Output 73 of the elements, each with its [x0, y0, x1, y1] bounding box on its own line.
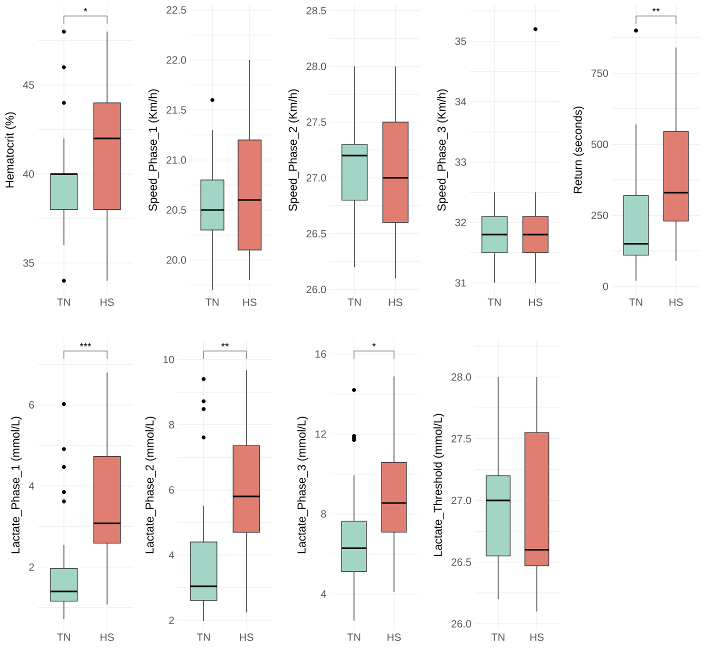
y-tick-label: 4 [320, 590, 326, 598]
y-axis-title: Speed_Phase_2 (Km/h) [288, 89, 300, 211]
y-tick-label: 22.5 [166, 6, 186, 14]
x-tick-label: HS [530, 634, 544, 641]
y-axis-title: Hematocrit (%) [5, 112, 16, 188]
y-tick-label: 33 [455, 158, 466, 166]
y-tick-label: 6 [29, 401, 34, 409]
y-tick-label: 40 [23, 170, 34, 178]
y-tick-label: 31 [455, 279, 466, 287]
x-tick-label: HS [243, 298, 256, 306]
x-tick-label: HS [100, 298, 114, 306]
annotation: *** [80, 342, 92, 346]
y-tick-label: 8 [169, 421, 174, 428]
y-tick-label: 4 [168, 551, 174, 559]
x-tick-label: TN [196, 634, 210, 641]
x-tick-label: TN [57, 298, 70, 306]
y-tick-label: 8 [321, 510, 326, 518]
x-tick-label: HS [388, 634, 401, 641]
y-tick-label: 21.0 [166, 156, 186, 164]
y-tick-label: 35 [455, 38, 466, 45]
y-tick-label: 26.0 [306, 286, 326, 294]
x-tick-label: TN [629, 298, 642, 306]
y-tick-label: 26.5 [306, 230, 326, 238]
annotation: ** [652, 8, 660, 12]
y-tick-label: 28.0 [306, 62, 326, 70]
y-tick-label: 27.0 [306, 174, 326, 182]
y-tick-label: 34 [455, 98, 466, 106]
y-tick-label: 28.5 [306, 6, 326, 14]
y-tick-label: 26.5 [452, 558, 472, 566]
y-axis-title: Lactate_Phase_3 (mmol/L) [297, 416, 308, 554]
y-tick-label: 2 [169, 616, 174, 624]
x-tick-label: HS [240, 634, 254, 641]
y-tick-label: 750 [591, 70, 608, 77]
y-tick-label: 27.5 [452, 435, 472, 442]
y-tick-label: 45 [23, 81, 34, 89]
y-tick-label: 10 [164, 356, 174, 364]
annotation: ** [221, 342, 229, 346]
x-tick-label: TN [206, 298, 219, 306]
x-tick-label: HS [529, 298, 542, 306]
annotation: * [84, 8, 88, 12]
y-axis-title: Lactate_Phase_2 (mmol/L) [145, 416, 156, 554]
y-axis-title: Lactate_Threshold (mmol/L) [433, 414, 444, 556]
annotation: * [372, 342, 376, 346]
y-tick-label: 20.0 [166, 256, 186, 264]
y-tick-label: 0 [603, 282, 608, 290]
x-tick-label: TN [57, 634, 70, 641]
x-tick-label: TN [348, 298, 361, 306]
x-tick-label: HS [389, 298, 402, 306]
x-tick-label: TN [488, 298, 501, 306]
x-tick-label: TN [491, 634, 504, 641]
x-tick-label: HS [100, 634, 114, 641]
x-tick-label: TN [347, 634, 360, 641]
y-tick-label: 32 [455, 218, 466, 226]
y-tick-label: 20.5 [166, 206, 186, 214]
y-tick-label: 26.0 [452, 620, 472, 628]
y-tick-label: 21.5 [166, 106, 186, 114]
y-tick-label: 16 [316, 350, 326, 358]
y-tick-label: 28.0 [452, 373, 472, 381]
y-axis-title: Return (seconds) [573, 106, 584, 194]
y-tick-label: 27.5 [306, 118, 326, 126]
y-tick-label: 500 [591, 140, 608, 148]
y-axis-title: Speed_Phase_3 (Km/h) [437, 89, 448, 211]
y-tick-label: 12 [316, 430, 326, 438]
y-tick-label: 6 [169, 486, 174, 494]
y-tick-label: 4 [28, 482, 34, 490]
x-tick-label: HS [670, 298, 683, 306]
y-tick-label: 2 [29, 563, 34, 571]
y-tick-label: 250 [591, 212, 608, 220]
y-tick-label: 27.0 [452, 496, 472, 504]
y-axis-title: Lactate_Phase_1 (mmol/L) [11, 416, 22, 554]
y-axis-title: Speed_Phase_1 (Km/h) [148, 89, 160, 211]
y-tick-label: 22.0 [166, 56, 186, 64]
y-tick-label: 35 [23, 259, 34, 267]
